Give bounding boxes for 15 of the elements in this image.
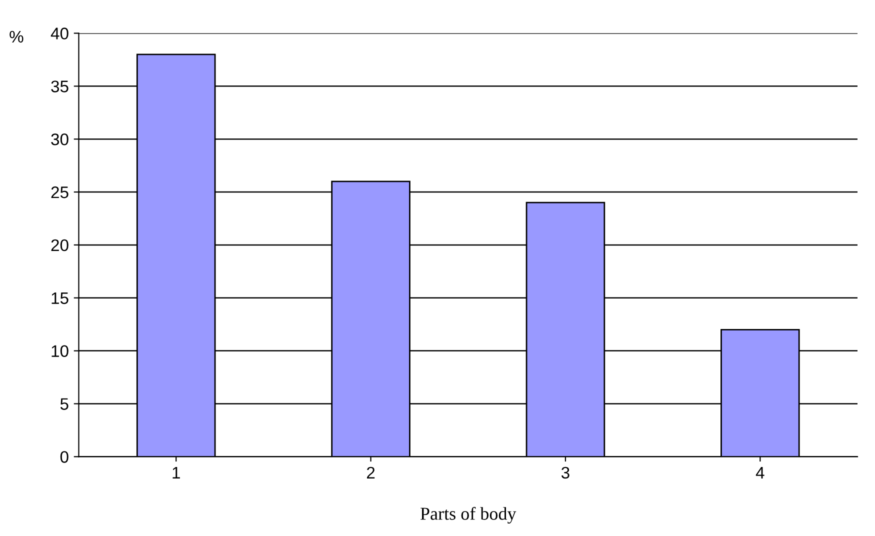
y-axis-title: % — [10, 30, 24, 43]
y-tick-label: 20 — [51, 239, 68, 252]
x-tick-label: 3 — [561, 466, 570, 479]
y-tick-label: 40 — [50, 28, 68, 40]
y-tick-label: 15 — [52, 292, 68, 304]
x-axis-title: Parts of body — [420, 506, 516, 524]
y-tick-label: 0 — [60, 451, 68, 463]
y-tick-label: 35 — [51, 80, 68, 92]
y-tick-label: 25 — [51, 186, 68, 198]
y-tick-label: 10 — [52, 345, 68, 358]
x-tick-label: 1 — [172, 467, 180, 478]
x-tick-label: 4 — [756, 467, 764, 478]
x-tick-label: 2 — [366, 466, 375, 478]
y-tick-label: 30 — [51, 133, 68, 146]
y-tick-label: 5 — [60, 398, 68, 410]
